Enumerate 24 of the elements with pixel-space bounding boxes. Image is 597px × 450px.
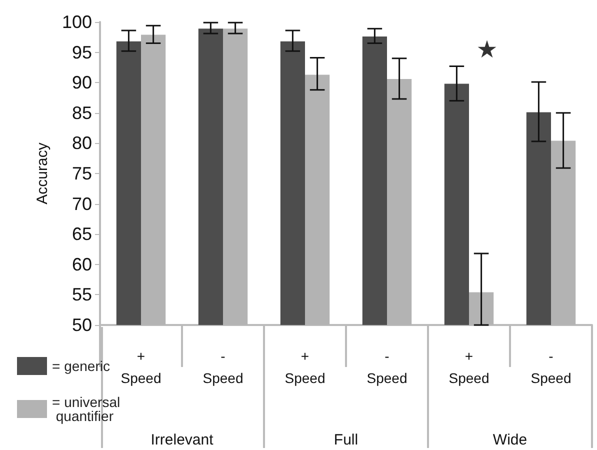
- y-tick-label: 85: [72, 102, 92, 123]
- x-tick-label: - Speed: [202, 348, 244, 386]
- legend-label: = generic: [52, 358, 110, 374]
- annotation: ★: [476, 36, 498, 64]
- text: Full: [334, 432, 358, 448]
- y-tick-label: 95: [72, 42, 92, 62]
- y-tick-label: 70: [72, 194, 92, 214]
- y-tick-label: 100: [62, 12, 92, 32]
- y-axis-title: Accuracy: [34, 142, 51, 204]
- legend-label: = universal quantifier: [52, 394, 120, 424]
- text: Irrelevant: [150, 432, 214, 448]
- y-tick-label: 90: [72, 72, 92, 93]
- y-tick-label: 60: [72, 254, 92, 274]
- y-tick-label: 75: [72, 164, 92, 184]
- y-tick-label: 80: [72, 133, 92, 154]
- y-tick-label: 65: [72, 224, 92, 244]
- text: Wide: [492, 432, 528, 448]
- x-tick-label: + Speed: [448, 348, 490, 386]
- y-tick-label: 50: [72, 315, 92, 335]
- y-tick-label: 55: [72, 284, 92, 305]
- x-tick-label: + Speed: [284, 348, 326, 386]
- x-tick-label: - Speed: [366, 348, 408, 386]
- x-tick-label: - Speed: [530, 348, 572, 386]
- x-tick-label: + Speed: [120, 348, 162, 386]
